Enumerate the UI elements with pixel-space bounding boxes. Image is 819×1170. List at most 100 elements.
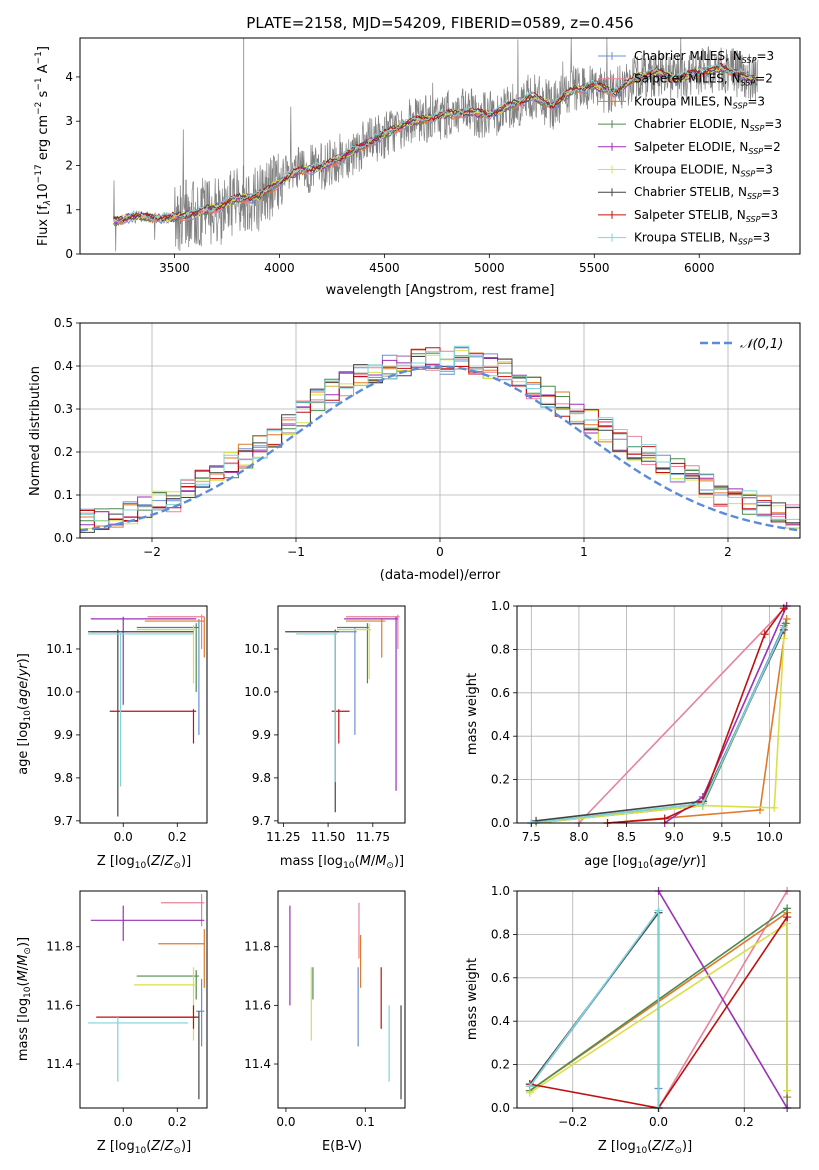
mwZ-ylabel: mass weight — [465, 958, 480, 1040]
mwAge-point-marker — [779, 623, 788, 632]
mwAge-point-marker — [660, 814, 669, 823]
spectrum-xtick-label: 5000 — [474, 261, 505, 275]
massZ-xtick-label: 0.0 — [114, 1115, 133, 1129]
ageM-ytick-label: 9.7 — [252, 814, 271, 828]
mwZ-point-marker — [783, 913, 792, 922]
mwZ-point-marker — [525, 1082, 534, 1091]
massZ-ylabel: mass [log10(M/M⊙)] — [16, 937, 33, 1061]
mwAge-grid — [517, 605, 800, 824]
legend-label: Chabrier ELODIE, NSSP=3 — [634, 117, 782, 133]
ageM-ytick-label: 9.9 — [252, 728, 271, 742]
mwAge-xlabel: age [log10(age/yr)] — [584, 854, 706, 871]
ageM-frame — [277, 605, 406, 824]
mwZ-series-line — [529, 908, 660, 1108]
mwAge-ytick-label: 0.2 — [491, 773, 510, 787]
mass-vs-metallicity-panel: 0.0 0.2 11.4 11.6 11.8 — [46, 890, 208, 1129]
mwZ-xlabel: Z [log10(Z/Z⊙)] — [598, 1139, 692, 1156]
mwZ-point-marker — [654, 906, 663, 915]
residuals-xtick-label: −1 — [287, 545, 305, 559]
legend-label: Kroupa MILES, NSSP=3 — [634, 94, 765, 110]
mwAge-point-marker — [781, 619, 790, 628]
spectrum-ytick-label: 1 — [65, 203, 73, 217]
mwZ-ytick-label: 0.4 — [491, 1014, 510, 1028]
residuals-legend: 𝒩(0,1) — [700, 337, 783, 352]
ageZ-ytick-label: 10.1 — [46, 642, 73, 656]
residual-histogram — [79, 347, 800, 536]
ageM-xtick-label: 11.50 — [311, 830, 345, 844]
ageZ-xtick-label: 0.2 — [168, 830, 187, 844]
residuals-ytick-label: 0.5 — [54, 316, 73, 330]
mwZ-point-marker — [783, 1086, 792, 1095]
massZ-xlabel: Z [log10(Z/Z⊙)] — [97, 1139, 191, 1156]
age-vs-metallicity-panel: 0.0 0.2 9.7 9.8 9.9 10.0 10.1 — [46, 605, 208, 844]
mwZ-ytick-label: 0.0 — [491, 1101, 510, 1115]
massE-xtick-label: 0.1 — [356, 1115, 375, 1129]
model-spectrum-line — [113, 63, 758, 223]
mwAge-xtick-label: 9.5 — [712, 830, 731, 844]
mwAge-frame — [516, 605, 801, 824]
spectrum-frame — [79, 37, 801, 255]
residuals-xtick-label: 2 — [724, 545, 732, 559]
mwAge-ytick-label: 1.0 — [491, 599, 510, 613]
model-spectrum-line — [113, 64, 758, 225]
spectrum-legend: Chabrier MILES, NSSP=3 Salpeter MILES, NS… — [598, 49, 782, 247]
mwZ-series-line — [657, 890, 788, 1109]
legend-label: Chabrier STELIB, NSSP=3 — [634, 185, 779, 201]
mwAge-series-line — [536, 623, 787, 824]
residuals-ylabel: Normed distribution — [28, 366, 43, 496]
ageZ-xlabel: Z [log10(Z/Z⊙)] — [97, 854, 191, 871]
model-spectrum-line — [113, 62, 758, 222]
mass-vs-ebv-panel: 0.0 0.1 11.4 11.6 11.8 — [244, 890, 406, 1129]
legend-label: Kroupa STELIB, NSSP=3 — [634, 231, 770, 247]
mwZ-ytick-label: 0.6 — [491, 971, 510, 985]
mass-weight-vs-metallicity-panel: −0.2 0.0 0.2 0.0 0.2 0.4 0.6 0.8 1.0 — [491, 884, 801, 1129]
mwZ-xtick-label: −0.2 — [558, 1115, 587, 1129]
massE-frame — [277, 890, 406, 1109]
residuals-ytick-label: 0.2 — [54, 445, 73, 459]
ageZ-frame — [79, 605, 208, 824]
massZ-ytick-label: 11.4 — [46, 1057, 73, 1071]
normal-reference-curve — [79, 365, 801, 532]
ageM-xtick-label: 11.75 — [356, 830, 390, 844]
residuals-xtick-label: −2 — [143, 545, 161, 559]
residuals-xtick-label: 1 — [580, 545, 588, 559]
ageM-ytick-label: 10.0 — [244, 685, 271, 699]
spectrum-ylabel: Flux [fλ10−17 erg cm−2 s−1 A−1] — [34, 46, 53, 246]
residuals-panel: −2 −1 0 1 2 0.0 0.1 0.2 0.3 0.4 0.5 (data-model)/e… — [28, 316, 801, 583]
mwZ-ytick-label: 1.0 — [491, 884, 510, 898]
mwZ-xtick-label: 0.0 — [649, 1115, 668, 1129]
mwAge-xtick-label: 8.5 — [617, 830, 636, 844]
residuals-ytick-label: 0.1 — [54, 488, 73, 502]
spectrum-xtick-label: 3500 — [159, 261, 190, 275]
mwAge-xtick-label: 7.5 — [522, 830, 541, 844]
residual-histogram — [79, 345, 800, 525]
ageM-xtick-label: 11.25 — [266, 830, 300, 844]
mwAge-ylabel: mass weight — [465, 673, 480, 755]
legend-label: Salpeter MILES, NSSP=2 — [634, 72, 773, 88]
massE-xlabel: E(B-V) — [322, 1139, 362, 1154]
legend-label: Chabrier MILES, NSSP=3 — [634, 49, 774, 65]
mwZ-series-line — [529, 910, 660, 1108]
model-spectrum-line — [113, 62, 758, 223]
ageZ-ytick-label: 9.7 — [54, 814, 73, 828]
residuals-xlabel: (data-model)/error — [380, 568, 501, 583]
mwAge-point-marker — [779, 634, 788, 643]
mwAge-series-line — [536, 629, 785, 822]
mass-weight-vs-age-panel: 7.5 8.0 8.5 9.0 9.5 10.0 0.0 0.2 0.4 0.6 0.8 1.0 — [491, 599, 801, 844]
normal-legend-label: 𝒩(0,1) — [740, 337, 783, 352]
ageM-xlabel: mass [log10(M/M⊙)] — [280, 854, 404, 871]
residual-histograms — [79, 345, 800, 536]
spectrum-xtick-label: 6000 — [684, 261, 715, 275]
residuals-xtick-label: 0 — [436, 545, 444, 559]
mwAge-xtick-label: 8.0 — [569, 830, 588, 844]
spectrum-ytick-label: 3 — [65, 114, 73, 128]
ageM-ytick-label: 9.8 — [252, 771, 271, 785]
mwAge-xtick-label: 10.0 — [756, 830, 783, 844]
massE-xtick-label: 0.0 — [276, 1115, 295, 1129]
model-spectra — [113, 62, 758, 227]
mwAge-point-marker — [770, 803, 779, 812]
massZ-frame — [79, 890, 208, 1109]
mwAge-point-marker — [760, 630, 769, 639]
residuals-ytick-label: 0.3 — [54, 402, 73, 416]
